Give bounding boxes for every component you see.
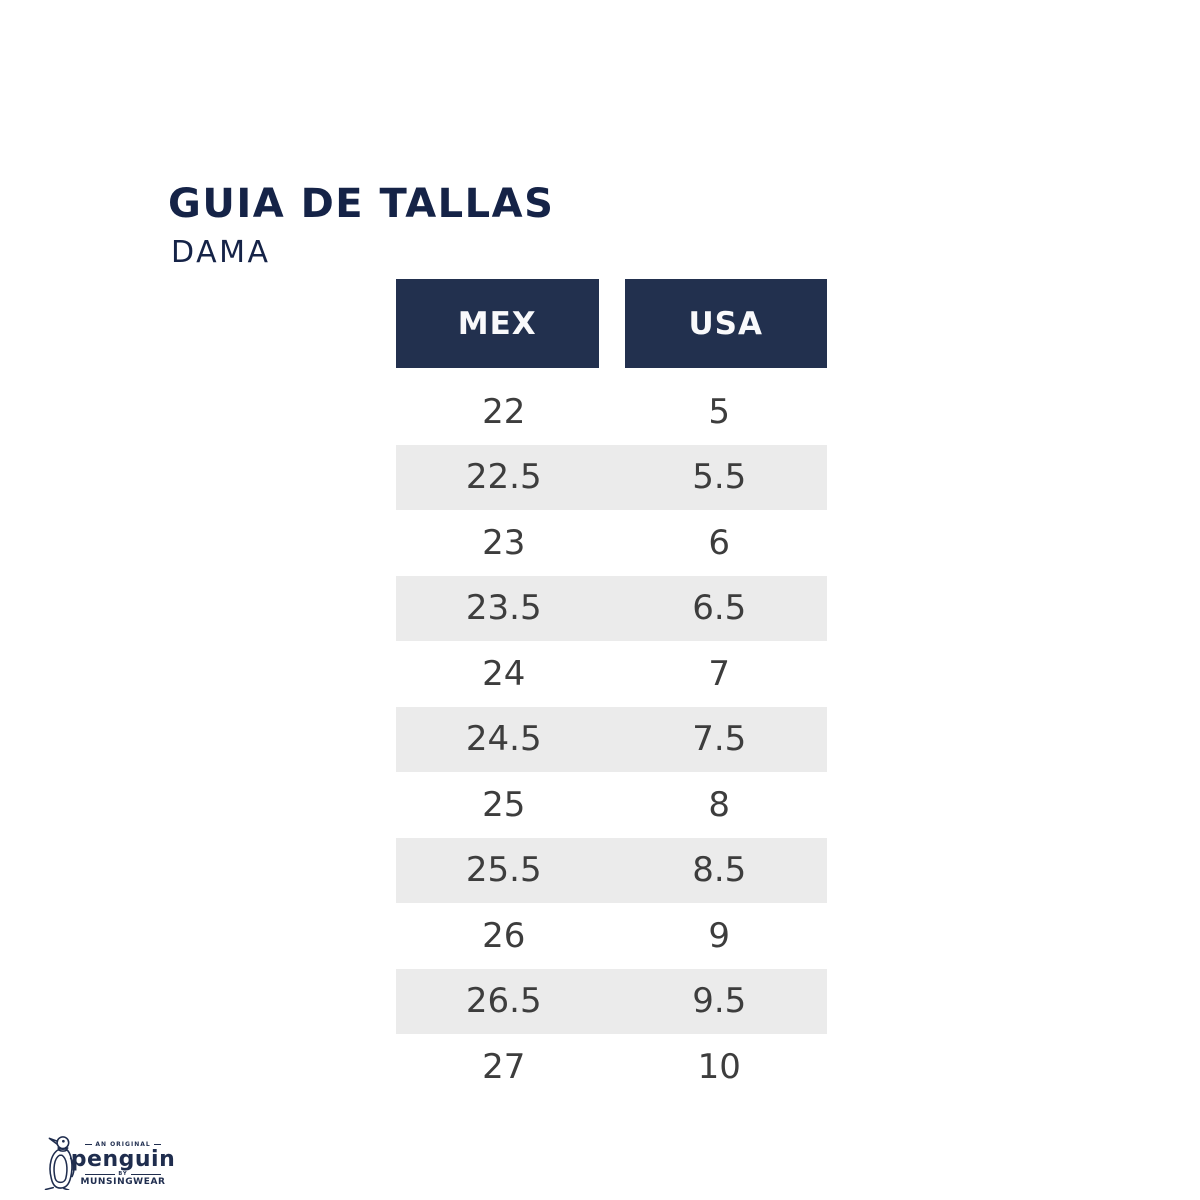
usa-size-cell: 9.5 bbox=[692, 981, 747, 1022]
mex-size-cell: 23 bbox=[482, 522, 526, 563]
logo-parent-brand: MUNSINGWEAR bbox=[80, 1177, 166, 1188]
column-header-usa: USA bbox=[624, 279, 827, 368]
size-table: MEX USA 22 5 22.5 5.5 23 6 23.5 6.5 24 7 bbox=[396, 279, 827, 1100]
mex-size-cell: 25 bbox=[482, 784, 526, 825]
usa-size-cell: 5.5 bbox=[692, 457, 747, 498]
logo-tagline-row: AN ORIGINAL bbox=[85, 1140, 162, 1148]
mex-size-cell: 22 bbox=[482, 391, 526, 432]
table-row: 26.5 9.5 bbox=[396, 968, 827, 1034]
table-row: 25 8 bbox=[396, 772, 827, 838]
page-title: GUIA DE TALLAS bbox=[168, 181, 555, 227]
mex-size-cell: 23.5 bbox=[465, 588, 542, 629]
rule-line bbox=[85, 1143, 93, 1145]
logo-by: BY bbox=[118, 1171, 128, 1178]
penguin-icon bbox=[42, 1134, 78, 1194]
size-table-body: 22 5 22.5 5.5 23 6 23.5 6.5 24 7 24.5 7.… bbox=[396, 379, 827, 1100]
rule-line bbox=[85, 1173, 116, 1175]
size-table-header: MEX USA bbox=[396, 279, 827, 368]
usa-size-cell: 8 bbox=[708, 784, 731, 825]
mex-size-cell: 27 bbox=[482, 1046, 526, 1087]
usa-size-cell: 10 bbox=[697, 1046, 741, 1087]
usa-size-cell: 8.5 bbox=[692, 850, 747, 891]
mex-size-cell: 26 bbox=[482, 915, 526, 956]
usa-size-cell: 6 bbox=[708, 522, 731, 563]
usa-size-cell: 9 bbox=[708, 915, 731, 956]
mex-size-cell: 24 bbox=[482, 653, 526, 694]
table-row: 24 7 bbox=[396, 641, 827, 707]
usa-size-cell: 7 bbox=[708, 653, 731, 694]
table-row: 26 9 bbox=[396, 903, 827, 969]
page-subtitle: DAMA bbox=[171, 235, 271, 270]
rule-line bbox=[153, 1143, 162, 1145]
table-row: 25.5 8.5 bbox=[396, 837, 827, 903]
column-header-mex: MEX bbox=[396, 279, 599, 368]
table-row: 27 10 bbox=[396, 1034, 827, 1100]
mex-size-cell: 22.5 bbox=[465, 457, 542, 498]
logo-by-row: BY bbox=[85, 1171, 162, 1178]
usa-size-cell: 6.5 bbox=[692, 588, 747, 629]
mex-size-cell: 25.5 bbox=[465, 850, 542, 891]
table-row: 23.5 6.5 bbox=[396, 575, 827, 641]
mex-size-cell: 26.5 bbox=[465, 981, 542, 1022]
logo-brand-name: penguin bbox=[70, 1146, 176, 1172]
table-row: 23 6 bbox=[396, 510, 827, 576]
rule-line bbox=[130, 1173, 162, 1175]
mex-size-cell: 24.5 bbox=[465, 719, 542, 760]
brand-logo: AN ORIGINAL penguin BY MUNSINGWEAR bbox=[42, 1134, 175, 1194]
usa-size-cell: 7.5 bbox=[692, 719, 747, 760]
logo-tagline: AN ORIGINAL bbox=[95, 1140, 151, 1148]
table-row: 22 5 bbox=[396, 379, 827, 445]
usa-size-cell: 5 bbox=[708, 391, 731, 432]
logo-text-block: AN ORIGINAL penguin BY MUNSINGWEAR bbox=[71, 1140, 175, 1187]
table-row: 24.5 7.5 bbox=[396, 706, 827, 772]
table-row: 22.5 5.5 bbox=[396, 444, 827, 510]
